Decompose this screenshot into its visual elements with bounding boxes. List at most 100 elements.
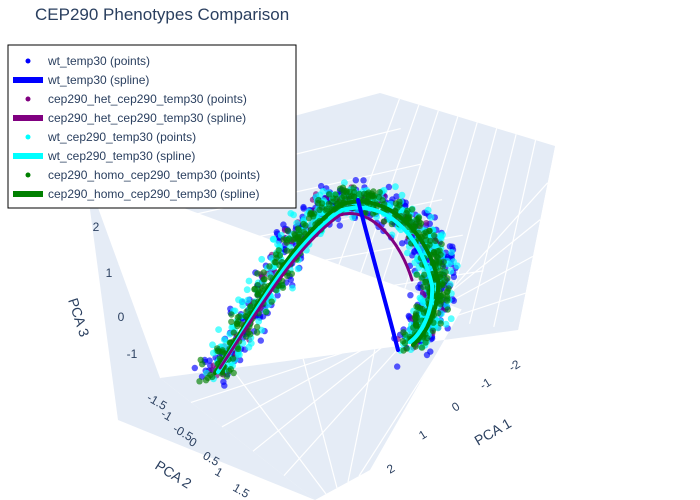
data-point (319, 187, 327, 195)
data-point (427, 237, 434, 245)
data-point (447, 315, 455, 323)
legend-item-cep290-het-cep290-temp30-points[interactable]: cep290_het_cep290_temp30 (points) (48, 92, 247, 106)
data-point (236, 313, 243, 320)
data-point (228, 318, 235, 325)
data-point (360, 177, 367, 184)
legend-item-wt-temp30-spline[interactable]: wt_temp30 (spline) (47, 73, 149, 87)
gridline (347, 349, 376, 483)
data-point (392, 200, 400, 207)
data-point (228, 311, 235, 318)
data-point (274, 240, 281, 248)
data-point (307, 221, 314, 229)
legend-marker (25, 58, 31, 64)
data-point (356, 190, 363, 198)
data-point (442, 320, 450, 328)
data-point (254, 270, 261, 277)
data-point (290, 211, 297, 219)
data-point (423, 220, 430, 226)
data-point (432, 237, 439, 244)
yaxis-tick-label: 1.5 (231, 480, 253, 500)
data-point (431, 232, 438, 239)
legend-item-cep290-homo-cep290-temp30-points[interactable]: cep290_homo_cep290_temp30 (points) (48, 168, 260, 182)
data-point (447, 267, 455, 275)
data-point (438, 240, 445, 248)
data-point (412, 312, 419, 319)
data-point (417, 220, 425, 227)
data-point (380, 218, 388, 225)
data-point (325, 200, 333, 208)
data-point (263, 308, 270, 316)
gridline (190, 292, 526, 403)
data-point (259, 285, 266, 292)
data-point (243, 286, 251, 294)
data-point (414, 304, 422, 311)
data-point (322, 207, 330, 214)
spline-lines (213, 198, 441, 375)
data-point (202, 377, 210, 384)
data-point (439, 231, 446, 239)
data-point (444, 288, 451, 295)
data-point (229, 355, 237, 362)
legend[interactable]: wt_temp30 (points) wt_temp30 (spline) cep2… (7, 44, 297, 209)
data-point (420, 283, 427, 290)
data-point (318, 182, 325, 190)
data-point (423, 229, 430, 236)
legend-marker (25, 172, 31, 178)
xaxis-tick-label: -2 (506, 357, 523, 375)
data-point (336, 222, 343, 229)
data-point (206, 357, 213, 364)
xaxis-tick-label: 1 (416, 427, 429, 443)
data-point (266, 263, 273, 270)
data-point (315, 200, 322, 207)
spline-cep290-homo (213, 199, 441, 375)
legend-item-cep290-homo-cep290-temp30-spline[interactable]: cep290_homo_cep290_temp30 (spline) (48, 187, 259, 201)
data-point (230, 329, 237, 336)
zaxis-tick-label: -1 (127, 347, 138, 361)
data-point (404, 249, 411, 257)
data-point (239, 302, 247, 309)
xaxis-tick-label: 0 (449, 399, 462, 415)
data-point (253, 329, 261, 336)
data-point (394, 363, 401, 370)
zaxis-title: PCA 3 (65, 296, 93, 339)
data-point (275, 247, 282, 254)
legend-item-wt-cep290-temp30-spline[interactable]: wt_cep290_temp30 (spline) (47, 149, 195, 163)
data-point (311, 210, 318, 217)
gridline (493, 139, 537, 328)
data-point (408, 206, 416, 213)
legend-item-cep290-het-cep290-temp30-spline[interactable]: cep290_het_cep290_temp30 (spline) (48, 111, 246, 125)
data-point (440, 271, 447, 279)
legend-item-wt-temp30-points[interactable]: wt_temp30 (points) (47, 54, 150, 68)
data-point (385, 183, 393, 191)
data-point (427, 348, 434, 355)
data-point (220, 378, 227, 385)
data-point (284, 227, 292, 234)
data-point (268, 298, 275, 305)
data-point (453, 262, 461, 270)
data-point (337, 185, 344, 192)
data-point (444, 295, 451, 302)
data-point (403, 345, 410, 352)
data-point (349, 213, 357, 221)
data-point (330, 195, 337, 202)
data-point (429, 327, 437, 334)
legend-marker (25, 96, 31, 102)
data-point (244, 296, 252, 304)
data-point (215, 326, 223, 333)
data-point (300, 228, 307, 236)
legend-item-wt-cep290-temp30-points[interactable]: wt_cep290_temp30 (points) (47, 130, 196, 144)
data-point (376, 189, 383, 196)
spline-wt-cep290 (216, 205, 435, 374)
data-point (247, 331, 254, 338)
data-point (255, 318, 263, 325)
data-point (191, 364, 198, 372)
data-point (223, 373, 230, 380)
data-point (343, 189, 350, 196)
data-point (300, 205, 307, 212)
data-point (418, 344, 426, 351)
gridline (231, 368, 327, 495)
data-point (403, 209, 410, 217)
data-point (316, 206, 323, 213)
spline-wt-temp30 (356, 198, 400, 352)
data-point (392, 183, 399, 191)
